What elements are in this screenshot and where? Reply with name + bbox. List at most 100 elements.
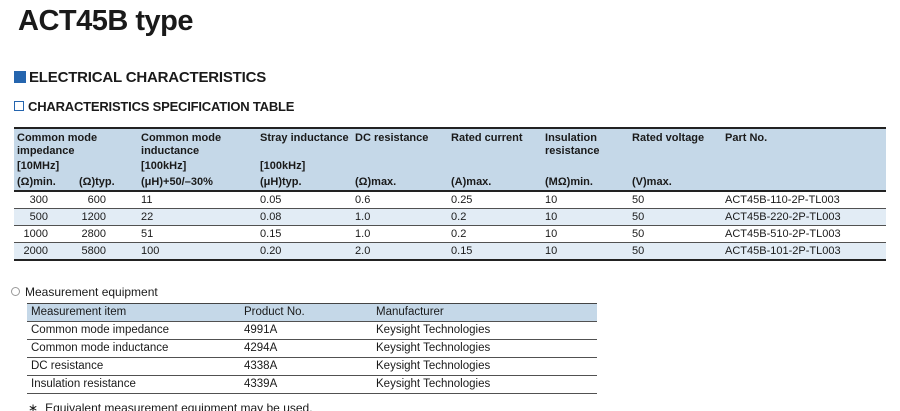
table-cell: 300 (29, 193, 48, 206)
table-cell: 4338A (244, 359, 278, 372)
column-header: Insulation resistance (542, 127, 630, 159)
column-header: Common mode inductance (138, 127, 258, 159)
table-cell: 50 (632, 193, 645, 206)
unit-header: (Ω)typ. (76, 173, 139, 192)
unit-header: (μH)typ. (257, 173, 353, 192)
table-row: 2000 5800 100 0.20 2.0 0.15 10 50 ACT45B-101-2P-… (14, 242, 887, 260)
table-cell: 50 (632, 244, 645, 257)
column-header: Stray inductance (257, 127, 353, 159)
header-title-row: Common mode impedance Common mode induct… (14, 127, 887, 159)
table-cell: 1.0 (355, 227, 371, 240)
measurement-table-body: Common mode impedance 4991A Keysight Techn… (27, 321, 597, 394)
outline-square-marker-icon (14, 101, 24, 112)
section-heading-label: ELECTRICAL CHARACTERISTICS (29, 68, 267, 86)
table-cell: 2.0 (355, 244, 371, 257)
table-row: Common mode impedance 4991A Keysight Techn… (27, 321, 597, 340)
table-cell: 0.25 (451, 193, 473, 206)
table-cell: Keysight Technologies (376, 341, 491, 354)
table-cell: 600 (87, 193, 107, 206)
header-units-row: (Ω)min. (Ω)typ. (μH)+50/–30% (μH)typ. (Ω… (14, 173, 887, 192)
header-frequency-row: [10MHz] [100kHz] [100kHz] (14, 158, 887, 174)
table-row: 300 600 11 0.05 0.6 0.25 10 50 ACT45B-110-2P-TL0… (14, 191, 887, 209)
table-cell: 0.05 (260, 193, 282, 206)
measurement-equipment-text: Measurement equipment (25, 284, 158, 299)
table-row: 500 1200 22 0.08 1.0 0.2 10 50 ACT45B-220-2P-TL0… (14, 208, 887, 226)
measurement-equipment-label: Measurement equipment (11, 285, 900, 299)
unit-header: (μH)+50/–30% (138, 173, 258, 192)
filled-square-marker-icon (14, 71, 26, 84)
column-header: DC resistance (352, 127, 449, 159)
frequency-header: [100kHz] (257, 158, 353, 174)
table-cell: 4991A (244, 323, 278, 336)
table-cell: DC resistance (31, 359, 104, 372)
table-cell: 1200 (81, 210, 107, 223)
unit-header: (A)max. (448, 173, 543, 192)
frequency-header: [100kHz] (138, 158, 258, 174)
table-cell: Keysight Technologies (376, 323, 491, 336)
table-cell: Keysight Technologies (376, 359, 491, 372)
column-header: Rated voltage (629, 127, 723, 159)
column-header: Manufacturer (372, 303, 597, 322)
measurement-equipment-table: Measurement item Product No. Manufacture… (27, 302, 597, 394)
subsection-heading-label: CHARACTERISTICS SPECIFICATION TABLE (28, 98, 295, 114)
table-cell: 5800 (81, 244, 107, 257)
footnote: ∗ Equivalent measurement equipment may b… (28, 401, 900, 411)
table-cell: 2800 (81, 227, 107, 240)
table-cell: 10 (545, 227, 558, 240)
table-cell: 51 (141, 227, 154, 240)
table-row: Insulation resistance 4339A Keysight Techn… (27, 375, 597, 394)
unit-header: (MΩ)min. (542, 173, 630, 192)
header-row: Measurement item Product No. Manufacture… (27, 303, 597, 322)
table-cell: 10 (545, 193, 558, 206)
table-cell: Common mode impedance (31, 323, 170, 336)
table-cell: Keysight Technologies (376, 377, 491, 390)
spec-table-body: 300 600 11 0.05 0.6 0.25 10 50 ACT45B-110-2P-TL0… (14, 191, 887, 260)
table-cell: 100 (141, 244, 160, 257)
table-cell: 50 (632, 210, 645, 223)
table-cell: 4294A (244, 341, 278, 354)
table-cell: 11 (141, 193, 153, 206)
spec-table-header: Common mode impedance Common mode induct… (14, 127, 887, 192)
table-cell: ACT45B-101-2P-TL003 (725, 244, 841, 257)
unit-header: (Ω)min. (14, 173, 76, 192)
table-cell: 0.15 (260, 227, 282, 240)
table-cell: 1.0 (355, 210, 371, 223)
asterisk-marker: ∗ (28, 400, 39, 411)
table-row: Common mode inductance 4294A Keysight Tech… (27, 339, 597, 358)
column-header: Common mode impedance (14, 127, 139, 159)
table-cell: 500 (29, 210, 48, 223)
column-header: Rated current (448, 127, 543, 159)
page-title: ACT45B type (18, 5, 194, 37)
table-cell: 4339A (244, 377, 278, 390)
unit-header: (V)max. (629, 173, 723, 192)
table-cell: Insulation resistance (31, 377, 136, 390)
table-cell: 22 (141, 210, 154, 223)
table-cell: 10 (545, 210, 558, 223)
column-header: Measurement item (27, 303, 240, 322)
table-cell: 0.08 (260, 210, 282, 223)
table-cell: 0.15 (451, 244, 473, 257)
measurement-table-header: Measurement item Product No. Manufacture… (27, 303, 597, 322)
table-cell: 2000 (23, 244, 48, 257)
table-cell: 0.2 (451, 227, 467, 240)
column-header: Part No. (722, 127, 887, 159)
circle-bullet-icon (11, 287, 20, 297)
frequency-header: [10MHz] (14, 158, 139, 174)
table-cell: 0.2 (451, 210, 467, 223)
column-header: Product No. (240, 303, 372, 322)
table-cell: 0.6 (355, 193, 371, 206)
table-row: DC resistance 4338A Keysight Technologies (27, 357, 597, 376)
table-cell: 50 (632, 227, 645, 240)
subsection-heading-spec-table: CHARACTERISTICS SPECIFICATION TABLE (14, 99, 900, 114)
table-cell: ACT45B-220-2P-TL003 (725, 210, 841, 223)
characteristics-spec-table: Common mode impedance Common mode induct… (14, 126, 887, 261)
table-cell: 1000 (23, 227, 48, 240)
table-cell: ACT45B-510-2P-TL003 (725, 227, 841, 240)
section-heading-electrical: ELECTRICAL CHARACTERISTICS (14, 69, 900, 86)
table-cell: ACT45B-110-2P-TL003 (725, 193, 840, 206)
table-cell: 10 (545, 244, 558, 257)
table-row: 1000 2800 51 0.15 1.0 0.2 10 50 ACT45B-510-2P-TL… (14, 225, 887, 243)
table-cell: Common mode inductance (31, 341, 169, 354)
unit-header: (Ω)max. (352, 173, 449, 192)
